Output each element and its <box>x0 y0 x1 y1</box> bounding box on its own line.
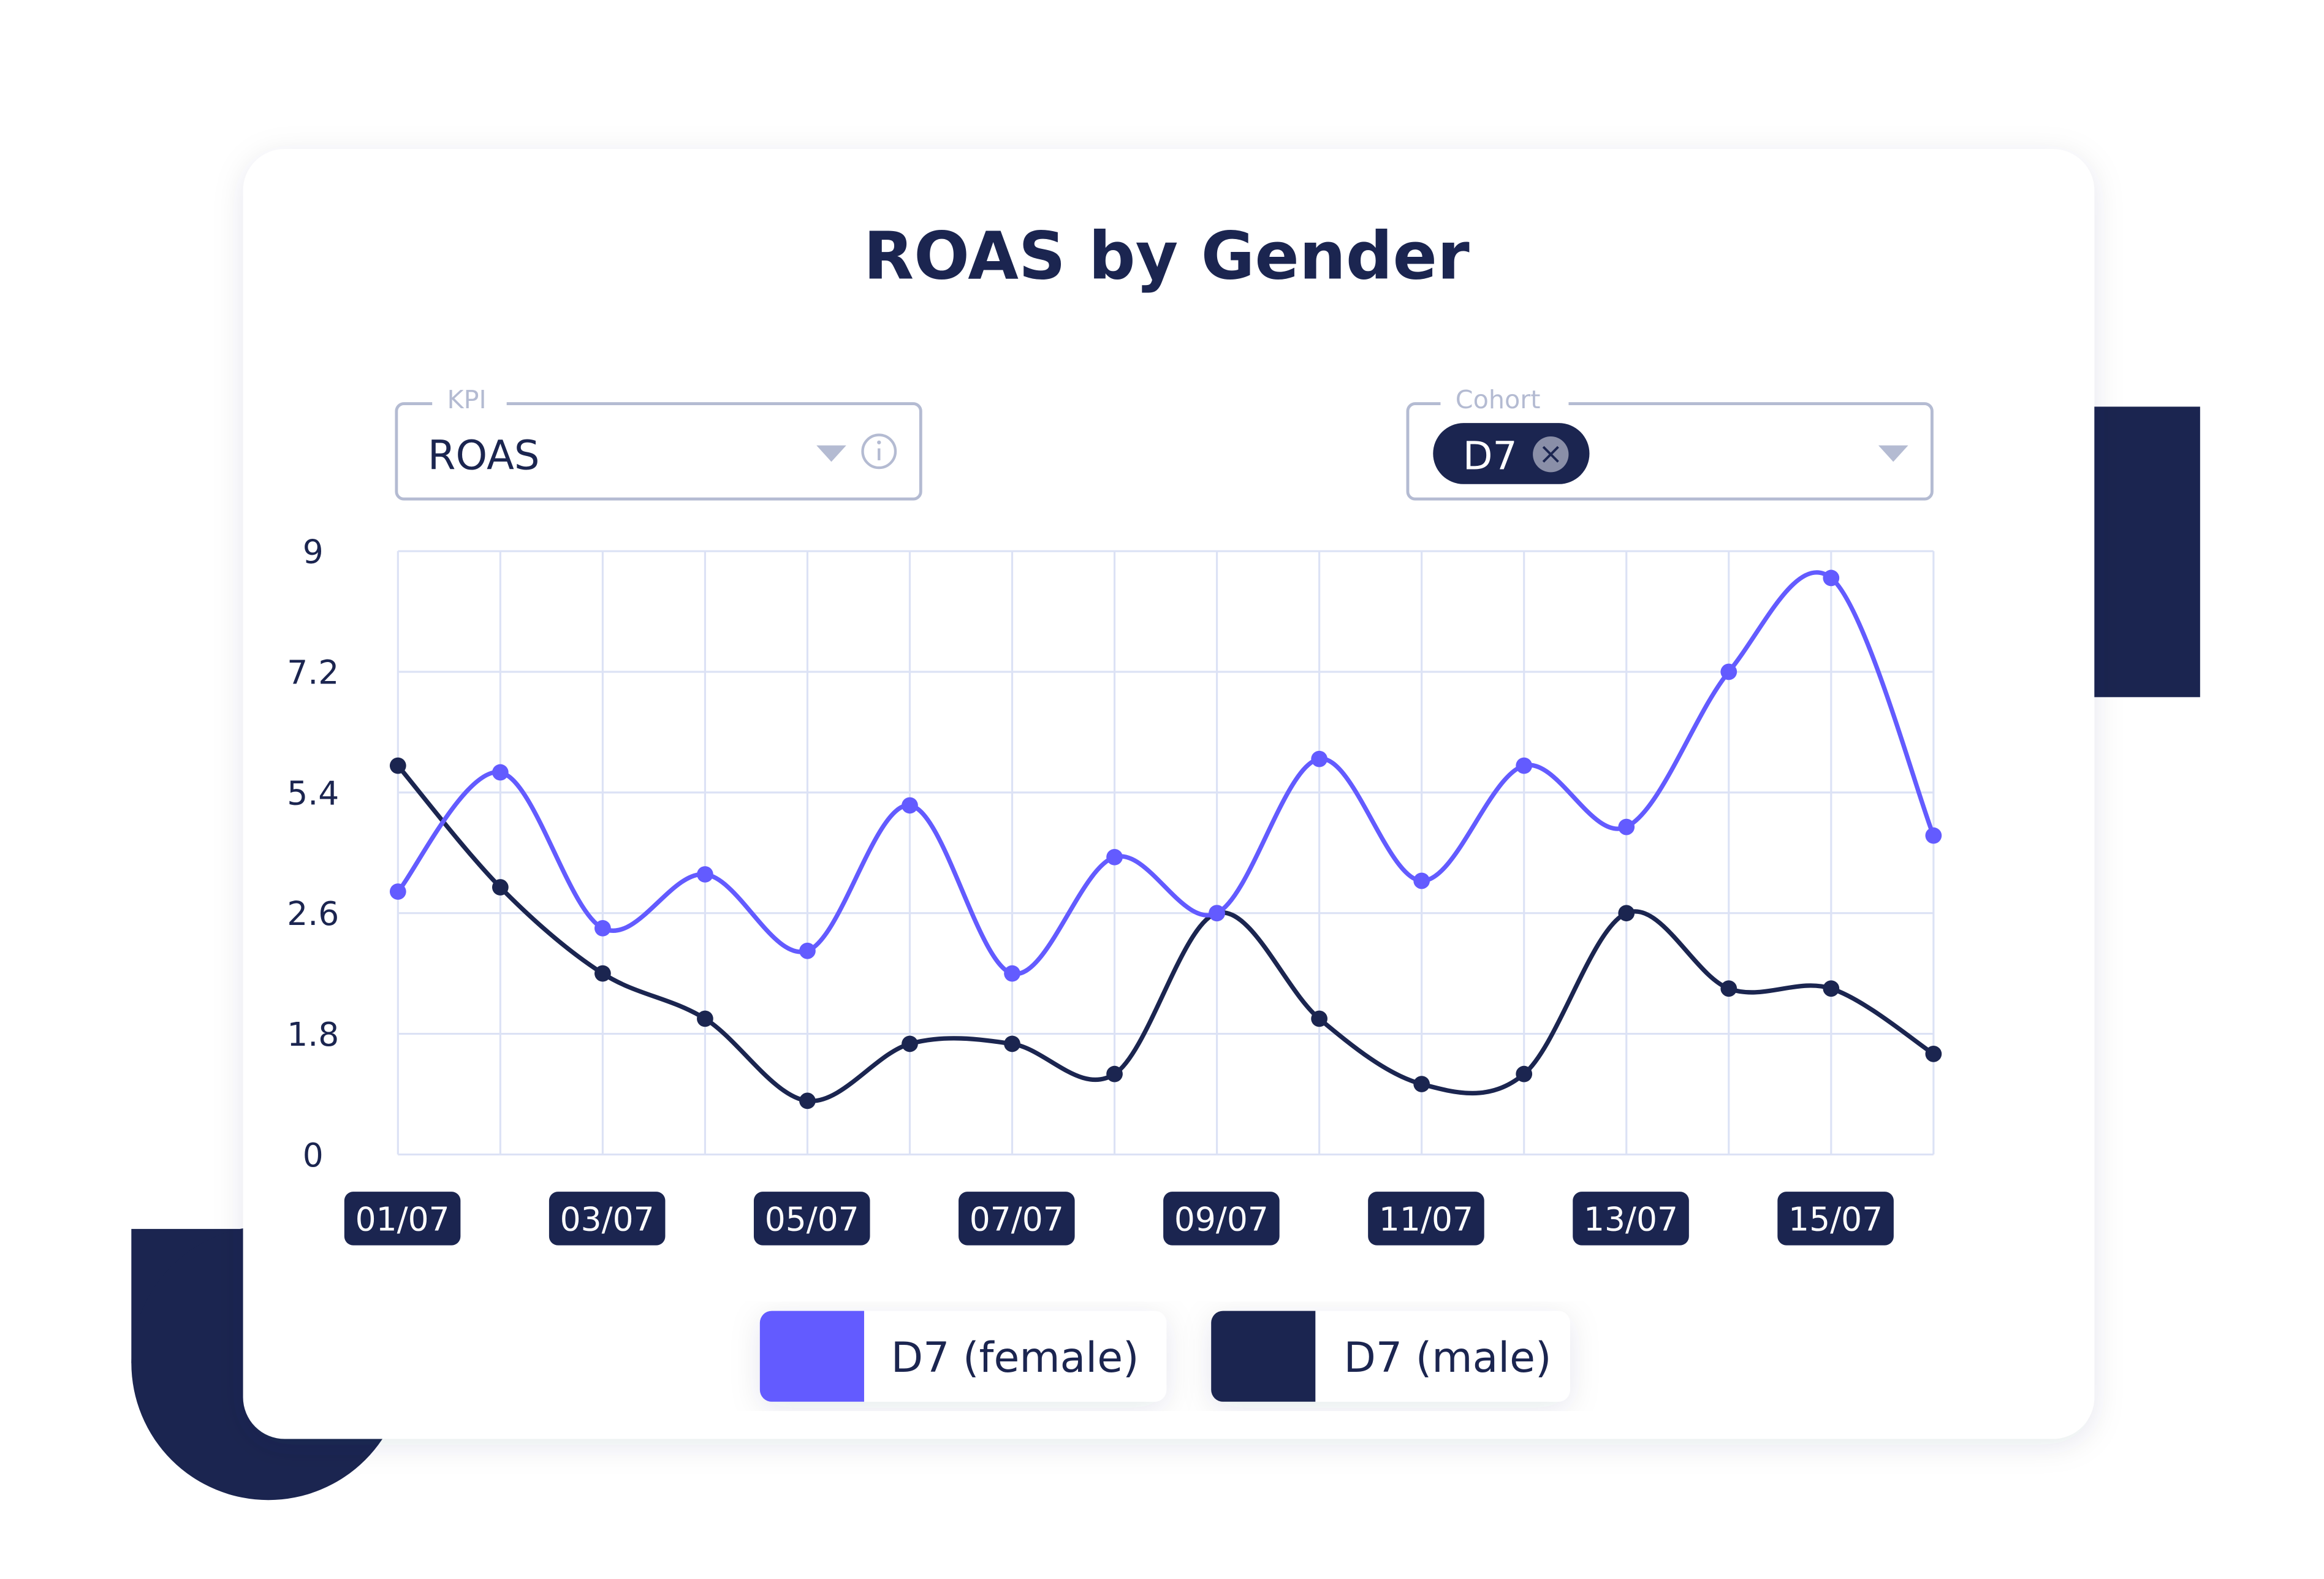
cohort-label: Cohort <box>1456 385 1541 414</box>
legend-swatch-male <box>1211 1311 1316 1402</box>
x-tick-label: 01/07 <box>355 1200 450 1238</box>
data-point-female[interactable] <box>799 942 816 959</box>
x-tick-label: 15/07 <box>1788 1200 1883 1238</box>
data-point-male[interactable] <box>1618 905 1635 922</box>
legend-label-female: D7 (female) <box>891 1334 1139 1382</box>
data-point-male[interactable] <box>1720 980 1737 997</box>
data-point-male[interactable] <box>902 1035 918 1052</box>
x-tick-pill <box>959 1192 1075 1246</box>
info-icon[interactable] <box>861 433 897 470</box>
x-tick-label: 11/07 <box>1379 1200 1473 1238</box>
data-point-female[interactable] <box>1823 569 1840 587</box>
data-point-male[interactable] <box>1925 1045 1942 1062</box>
chart-title: ROAS by Gender <box>864 218 1470 294</box>
legend-item-male[interactable]: D7 (male) <box>1211 1311 1570 1402</box>
data-point-female[interactable] <box>1311 750 1327 767</box>
data-point-male[interactable] <box>1106 1065 1123 1082</box>
data-point-female[interactable] <box>492 764 509 781</box>
data-point-male[interactable] <box>492 879 509 896</box>
y-tick-label: 2.6 <box>287 894 339 933</box>
data-point-female[interactable] <box>389 883 406 900</box>
series-line-male <box>396 764 1935 1103</box>
x-tick-pill <box>549 1192 666 1246</box>
data-point-male[interactable] <box>1311 1010 1327 1027</box>
data-point-male[interactable] <box>389 757 406 774</box>
data-point-female[interactable] <box>594 919 611 937</box>
data-point-female[interactable] <box>1413 872 1430 889</box>
data-point-male[interactable] <box>1823 980 1840 997</box>
x-tick-label: 05/07 <box>765 1200 859 1238</box>
chart-card <box>243 149 2095 1439</box>
data-point-female[interactable] <box>902 797 918 814</box>
x-tick-pill <box>1163 1192 1280 1246</box>
cohort-select[interactable]: Cohort D7 <box>1406 385 1934 501</box>
x-tick-label: 09/07 <box>1174 1200 1269 1238</box>
data-point-female[interactable] <box>1618 818 1635 835</box>
data-point-female[interactable] <box>1004 965 1020 982</box>
data-point-male[interactable] <box>697 1010 713 1027</box>
data-point-female[interactable] <box>1209 905 1225 922</box>
legend-label-male: D7 (male) <box>1343 1334 1551 1382</box>
data-point-female[interactable] <box>1925 827 1942 844</box>
data-point-female[interactable] <box>697 866 713 883</box>
data-point-male[interactable] <box>594 965 611 982</box>
kpi-label: KPI <box>447 385 487 414</box>
x-tick-pill <box>753 1192 870 1246</box>
y-tick-label: 1.8 <box>287 1015 339 1054</box>
x-tick-pill <box>344 1192 461 1246</box>
x-tick-pill <box>1368 1192 1484 1246</box>
legend-swatch-female <box>759 1311 864 1402</box>
data-point-male[interactable] <box>1516 1065 1533 1082</box>
y-tick-label: 5.4 <box>287 774 339 812</box>
y-tick-label: 7.2 <box>287 653 339 691</box>
kpi-select[interactable]: KPI ROAS <box>395 385 922 501</box>
cohort-chip-d7[interactable]: D7 <box>1433 423 1590 484</box>
y-tick-label: 0 <box>303 1136 324 1174</box>
data-point-female[interactable] <box>1720 663 1737 680</box>
data-point-male[interactable] <box>799 1092 816 1109</box>
decorative-block-right <box>2085 406 2200 698</box>
data-point-female[interactable] <box>1106 848 1123 866</box>
data-point-male[interactable] <box>1413 1076 1430 1092</box>
cohort-chip-label: D7 <box>1463 433 1517 479</box>
line-chart: 0 1.8 2.6 5.4 7.2 9 01/07 03/07 05/07 07/07 09/07 1… <box>287 533 1942 1246</box>
close-circle-icon[interactable] <box>1533 436 1569 473</box>
x-tick-label: 03/07 <box>560 1200 655 1238</box>
y-tick-label: 9 <box>303 533 324 571</box>
kpi-value: ROAS <box>428 433 540 479</box>
x-tick-pill <box>1573 1192 1689 1246</box>
data-point-female[interactable] <box>1516 757 1533 774</box>
x-tick-pill <box>1777 1192 1894 1246</box>
x-tick-label: 13/07 <box>1584 1200 1678 1238</box>
data-point-male[interactable] <box>1004 1035 1020 1052</box>
chevron-down-icon[interactable] <box>816 445 846 462</box>
series-line-female <box>396 570 1936 976</box>
legend-item-female[interactable]: D7 (female) <box>759 1311 1167 1402</box>
chevron-down-icon[interactable] <box>1878 445 1908 462</box>
x-tick-label: 07/07 <box>970 1200 1064 1238</box>
